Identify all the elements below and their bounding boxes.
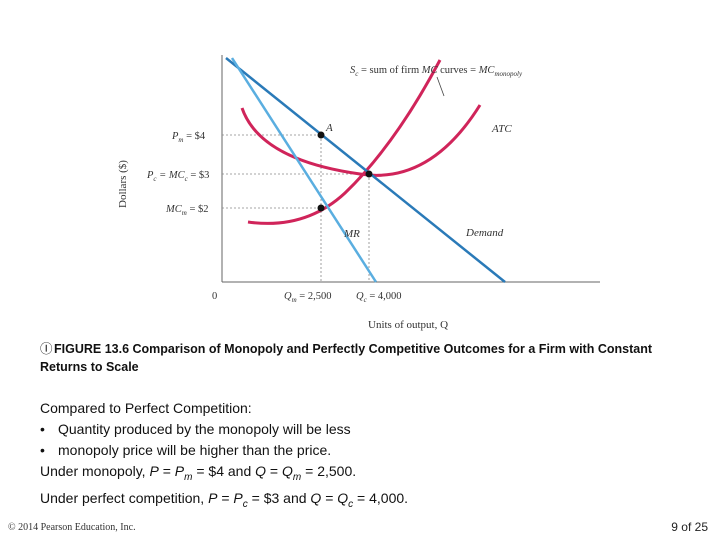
mcm-label: MCm = $2 — [165, 204, 208, 217]
sc-label: Sc = sum of firm MC curves = MCmonopoly — [350, 65, 523, 78]
atc-label: ATC — [491, 123, 512, 135]
mc-curve — [247, 59, 442, 225]
bullet-item: • Quantity produced by the monopoly will … — [40, 419, 680, 440]
qc-label: Qc = 4,000 — [356, 291, 402, 304]
point-competitive — [365, 170, 373, 178]
atc-curve — [240, 104, 482, 177]
origin-label: 0 — [212, 291, 217, 302]
figure-mark-icon: Ⓘ — [40, 342, 53, 356]
page-number: 9 of 25 — [671, 520, 708, 534]
monopoly-vs-competition-figure: Dollars ($) Pm = $4 Pc = MCc = $3 MCm = … — [117, 55, 600, 331]
pm-label: Pm = $4 — [171, 131, 206, 144]
y-axis-title: Dollars ($) — [117, 160, 129, 208]
mr-label: MR — [343, 228, 360, 240]
bullet-icon: • — [40, 421, 45, 437]
bullet-text: monopoly price will be higher than the p… — [58, 442, 332, 458]
qm-label: Qm = 2,500 — [284, 291, 331, 304]
pc-label: Pc = MCc = $3 — [146, 170, 209, 183]
bullet-text: Quantity produced by the monopoly will b… — [58, 421, 351, 437]
competition-outcome-line: Under perfect competition, P = Pc = $3 a… — [40, 489, 409, 510]
copyright-notice: © 2014 Pearson Education, Inc. — [8, 522, 136, 533]
demand-curve — [225, 57, 506, 283]
body-heading: Compared to Perfect Competition: — [40, 400, 252, 416]
point-a-label: A — [325, 122, 333, 134]
point-mr-mc — [317, 204, 325, 212]
demand-label: Demand — [465, 227, 504, 239]
figure-caption: ⒾFIGURE 13.6 Comparison of Monopoly and … — [40, 340, 700, 376]
caption-text: FIGURE 13.6 Comparison of Monopoly and P… — [40, 342, 652, 374]
bullet-item: • monopoly price will be higher than the … — [40, 440, 680, 461]
sc-leader — [436, 76, 445, 97]
bullet-icon: • — [40, 442, 45, 458]
point-a — [317, 131, 325, 139]
x-axis-title: Units of output, Q — [368, 319, 448, 331]
monopoly-outcome-line: Under monopoly, P = Pm = $4 and Q = Qm =… — [40, 463, 357, 483]
mr-curve — [230, 57, 378, 283]
body-text: Compared to Perfect Competition: • Quanti… — [40, 398, 680, 515]
